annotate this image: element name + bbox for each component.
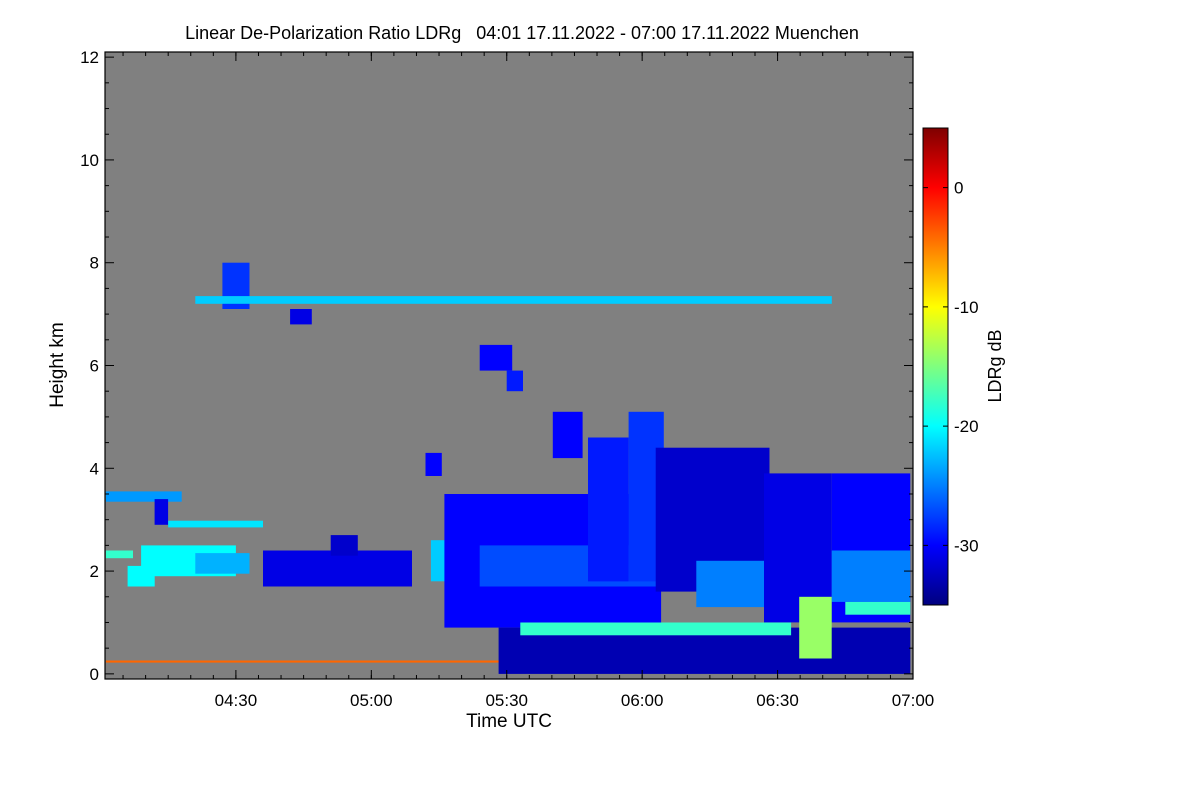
colorbar-label: LDRg dB <box>985 329 1005 402</box>
y-tick-label: 2 <box>90 562 99 581</box>
ldr-region-27 <box>498 627 911 674</box>
ldr-region-8 <box>330 535 358 556</box>
ldr-region-9 <box>105 660 513 663</box>
colorbar-tick-label: -20 <box>954 417 979 436</box>
ldr-region-6 <box>195 553 250 574</box>
ldr-region-26 <box>831 550 911 602</box>
ldr-region-29 <box>845 601 911 615</box>
y-tick-label: 6 <box>90 357 99 376</box>
ldr-region-30 <box>799 596 832 659</box>
colorbar <box>922 127 949 606</box>
x-tick-label: 05:00 <box>350 691 393 710</box>
y-tick-label: 8 <box>90 254 99 273</box>
y-tick-label: 4 <box>90 459 99 478</box>
y-tick-label: 10 <box>80 151 99 170</box>
ldr-region-1 <box>154 499 169 525</box>
ldr-region-13 <box>425 452 442 476</box>
x-tick-label: 06:00 <box>621 691 664 710</box>
ldr-region-3 <box>105 550 133 559</box>
ldr-region-14 <box>479 344 513 371</box>
colorbar-ticks: 0 -10 -20 -30 <box>923 179 979 555</box>
colorbar-tick-label: -30 <box>954 536 979 555</box>
chart-title: Linear De-Polarization Ratio LDRg 04:01 … <box>185 23 859 43</box>
ldr-region-15 <box>506 370 523 392</box>
x-tick-label: 07:00 <box>892 691 935 710</box>
ldr-region-20 <box>588 437 629 582</box>
x-tick-label: 04:30 <box>215 691 258 710</box>
x-axis: 04:30 05:00 05:30 06:00 06:30 07:00 <box>122 52 935 710</box>
ldr-region-7 <box>263 550 412 587</box>
x-tick-label: 05:30 <box>485 691 528 710</box>
ldr-region-12 <box>195 296 832 304</box>
ldr-region-28 <box>520 622 792 636</box>
ldr-region-2 <box>168 520 263 528</box>
colorbar-tick-label: -10 <box>954 298 979 317</box>
ldr-region-23 <box>696 560 764 608</box>
x-tick-label: 06:30 <box>756 691 799 710</box>
y-tick-label: 0 <box>90 665 99 684</box>
ldr-region-11 <box>290 309 312 325</box>
colorbar-tick-label: 0 <box>954 179 963 198</box>
y-axis: 0 2 4 6 8 10 12 <box>80 48 913 684</box>
ldr-regions <box>105 262 911 674</box>
ldr-region-19 <box>552 411 583 459</box>
y-tick-label: 12 <box>80 48 99 67</box>
y-axis-label: Height km <box>47 322 68 408</box>
ldr-region-0 <box>105 491 182 502</box>
x-axis-label: Time UTC <box>466 711 552 732</box>
